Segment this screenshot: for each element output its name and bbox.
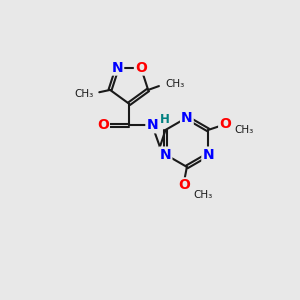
Text: CH₃: CH₃ [193,190,212,200]
Text: O: O [97,118,109,132]
Text: O: O [219,117,231,131]
Text: CH₃: CH₃ [234,125,254,135]
Text: H: H [160,113,170,126]
Text: CH₃: CH₃ [74,89,93,99]
Text: N: N [112,61,123,74]
Text: N: N [146,118,158,132]
Text: N: N [202,148,214,162]
Text: N: N [181,111,193,124]
Text: O: O [135,61,147,74]
Text: O: O [178,178,190,192]
Text: CH₃: CH₃ [165,79,184,89]
Text: N: N [160,148,171,162]
